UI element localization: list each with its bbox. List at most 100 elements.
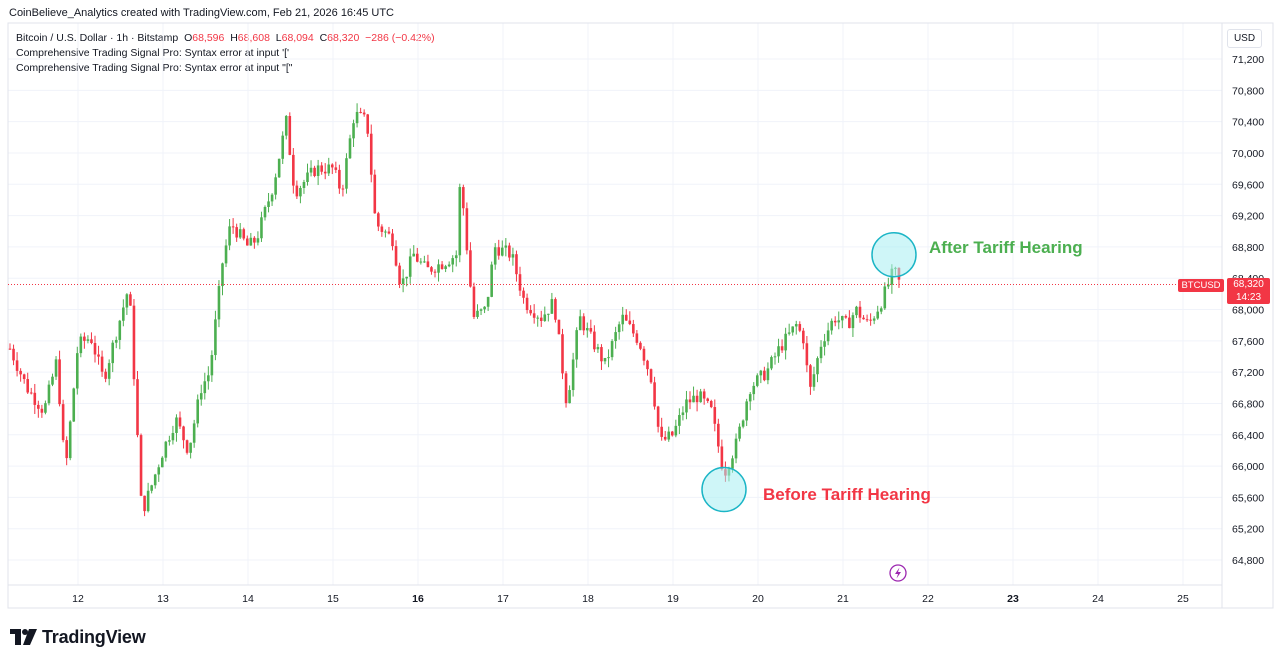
candle-body (33, 392, 37, 405)
candle-body (90, 339, 93, 344)
candle (607, 349, 610, 368)
candle (83, 332, 86, 349)
candle (692, 386, 695, 403)
candle-body (497, 247, 501, 256)
candle (649, 368, 653, 384)
candle-body (224, 245, 228, 264)
candle (61, 399, 65, 443)
candle (833, 316, 837, 327)
candle-body (844, 316, 848, 318)
candle-body (745, 401, 748, 421)
candle (490, 261, 493, 298)
candle-body (607, 357, 610, 359)
candle-body (171, 432, 175, 441)
candle (228, 219, 231, 251)
candle-body (635, 333, 639, 343)
candle-body (423, 261, 426, 263)
candle-body (515, 254, 518, 275)
candle-body (8, 348, 12, 350)
candle (706, 397, 710, 404)
candle (798, 321, 802, 333)
candle-body (483, 306, 486, 310)
candle (79, 333, 83, 358)
candle (656, 405, 660, 433)
candle (515, 250, 518, 282)
candle-body (369, 133, 373, 175)
candle (398, 262, 401, 289)
candle (600, 344, 603, 370)
candle (653, 376, 656, 410)
candle-body (136, 379, 139, 436)
time-tick-label: 20 (752, 593, 764, 605)
time-tick-label: 25 (1177, 593, 1189, 605)
candle (511, 247, 515, 266)
candle-body (419, 261, 423, 263)
candle (132, 299, 136, 386)
candle-body (809, 365, 812, 387)
candle (575, 327, 578, 368)
candle (238, 223, 242, 239)
candle (281, 131, 285, 165)
candle-body (175, 417, 178, 433)
candle-body (79, 336, 83, 354)
candle (214, 310, 217, 361)
legend-change: −286 (−0.42%) (365, 32, 435, 44)
candle-body (610, 341, 614, 358)
candle-body (887, 284, 890, 287)
candle-body (299, 187, 302, 197)
candle-body (547, 313, 550, 315)
grid (8, 23, 1222, 585)
candle-body (323, 171, 327, 174)
candle-body (734, 438, 738, 459)
candle (267, 193, 270, 213)
candle (100, 350, 104, 377)
candle (65, 436, 68, 466)
candle-body (876, 311, 880, 319)
candle-body (660, 426, 663, 437)
candle-body (228, 226, 231, 246)
candle (773, 352, 777, 365)
time-tick-label: 15 (327, 593, 339, 605)
candle-body (366, 114, 370, 134)
legend-open-value: 68,596 (192, 32, 225, 44)
legend-symbol[interactable]: Bitcoin / U.S. Dollar · 1h · Bitstamp (16, 32, 179, 44)
candle-body (440, 264, 444, 269)
candle-body (292, 154, 295, 186)
time-tick-label: 19 (667, 593, 679, 605)
candle-body (107, 363, 111, 379)
price-tick-label: 69,200 (1232, 211, 1264, 223)
candle-body (334, 167, 338, 170)
candle-body (614, 332, 617, 342)
candle-body (536, 317, 540, 319)
candle (160, 456, 164, 468)
lightning-icon[interactable] (889, 564, 907, 582)
price-tick-label: 66,400 (1232, 430, 1264, 442)
candle (819, 340, 823, 364)
candle (146, 482, 150, 513)
candle (525, 293, 529, 314)
before-tariff-circle (701, 466, 747, 513)
candle-body (639, 342, 642, 349)
candle (338, 164, 341, 194)
candle-body (415, 253, 419, 262)
candle (384, 229, 387, 238)
candle-body (837, 320, 841, 323)
candle-body (44, 403, 47, 413)
candle-body (469, 250, 472, 287)
indicator-error-2[interactable]: Comprehensive Trading Signal Pro: Syntax… (16, 62, 293, 74)
tradingview-logo[interactable]: TradingView (10, 626, 146, 648)
candle (469, 242, 472, 288)
candle-body (564, 373, 568, 404)
candle-body (168, 440, 171, 442)
currency-badge[interactable]: USD (1227, 29, 1262, 48)
candle (29, 387, 33, 395)
candle-body (306, 172, 309, 183)
tradingview-logo-text: TradingView (42, 626, 146, 647)
candle (122, 299, 125, 327)
candle (826, 322, 830, 346)
indicator-error-1[interactable]: Comprehensive Trading Signal Pro: Syntax… (16, 47, 290, 59)
candle-body (578, 316, 582, 331)
candle (355, 103, 359, 128)
time-tick-label: 16 (412, 593, 424, 605)
